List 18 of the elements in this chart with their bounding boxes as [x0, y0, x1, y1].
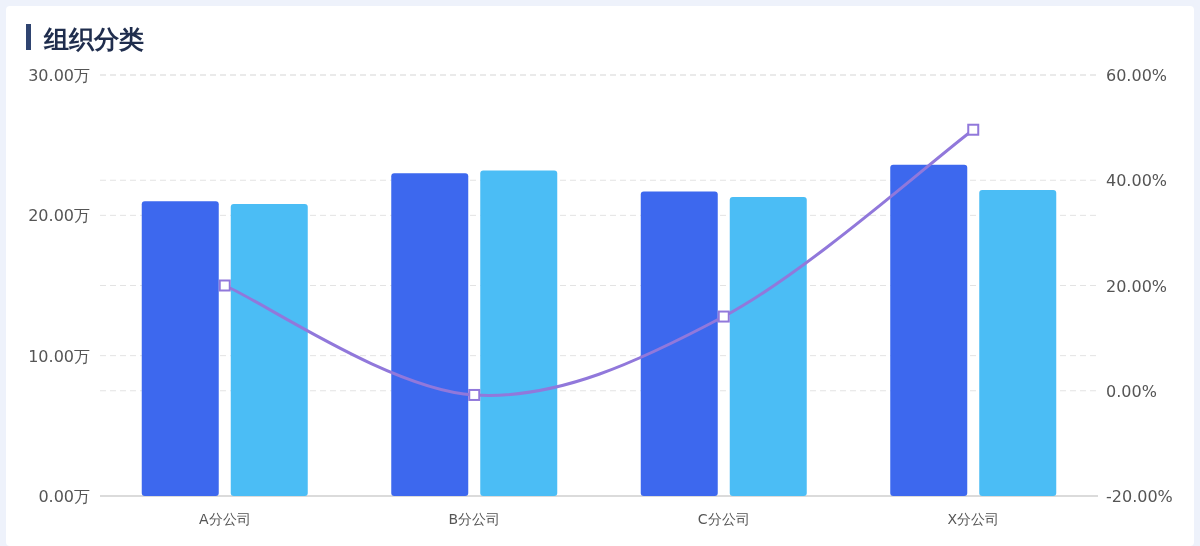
- x-tick-label: A分公司: [198, 511, 251, 527]
- point: [468, 388, 481, 401]
- y-tick-label: 30.00万: [28, 66, 90, 85]
- point: [717, 310, 730, 323]
- point: [218, 279, 231, 292]
- y2-tick-label: -20.00%: [1106, 487, 1173, 506]
- y2-tick-label: 0.00%: [1106, 381, 1157, 401]
- y-tick-label: 0.00万: [38, 487, 90, 506]
- y-tick-label: 20.00万: [28, 206, 90, 226]
- y2-tick-label: 40.00%: [1106, 171, 1168, 191]
- y2-tick-label: 60.00%: [1106, 66, 1168, 85]
- x-tick-label: C分公司: [697, 511, 750, 527]
- y-tick-label: 10.00万: [28, 346, 90, 366]
- point: [967, 123, 980, 136]
- y2-tick-label: 20.00%: [1106, 276, 1168, 296]
- x-tick-label: X分公司: [947, 511, 1000, 527]
- chart-title: 组织分类: [43, 25, 144, 54]
- x-tick-label: B分公司: [448, 511, 501, 527]
